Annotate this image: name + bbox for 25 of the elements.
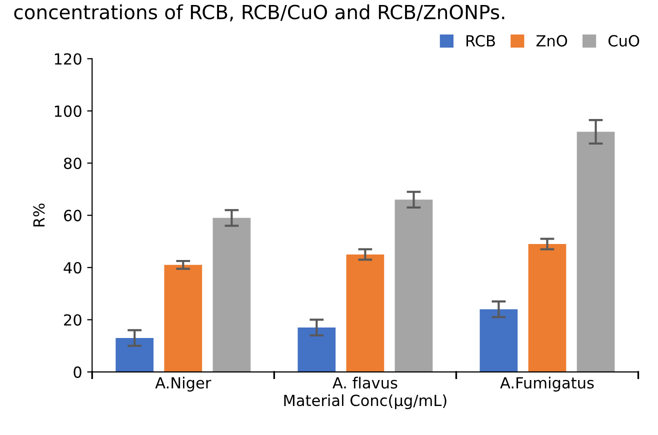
bar [212,218,251,372]
y-tick-label: 60 [64,210,82,222]
legend-label: ZnO [536,35,568,47]
bar [480,309,518,372]
legend-label: CuO [608,35,640,47]
x-axis-title: Material Conc(μg/mL) [284,394,446,410]
x-tick-label: A. flavus [332,376,398,389]
legend-label: RCB [466,35,495,47]
y-tick-label: 80 [64,158,82,170]
y-tick-label: 100 [54,105,82,117]
bar [116,338,154,372]
bar [164,264,202,372]
chart-title: concentrations of RCB, RCB/CuO and RCB/ZnONPs. [14,4,504,22]
bar [576,132,615,372]
bar [528,244,566,372]
y-tick-label: 40 [64,262,82,274]
bar [298,328,336,372]
y-tick-label: 0 [74,366,82,378]
bar [394,200,433,372]
y-axis-title: R% [33,204,45,226]
x-tick-label: A.Fumigatus [500,376,594,392]
x-tick-label: A.Niger [155,376,212,392]
y-tick-label: 120 [54,53,82,65]
bar [346,254,384,372]
y-tick-label: 20 [64,314,82,326]
